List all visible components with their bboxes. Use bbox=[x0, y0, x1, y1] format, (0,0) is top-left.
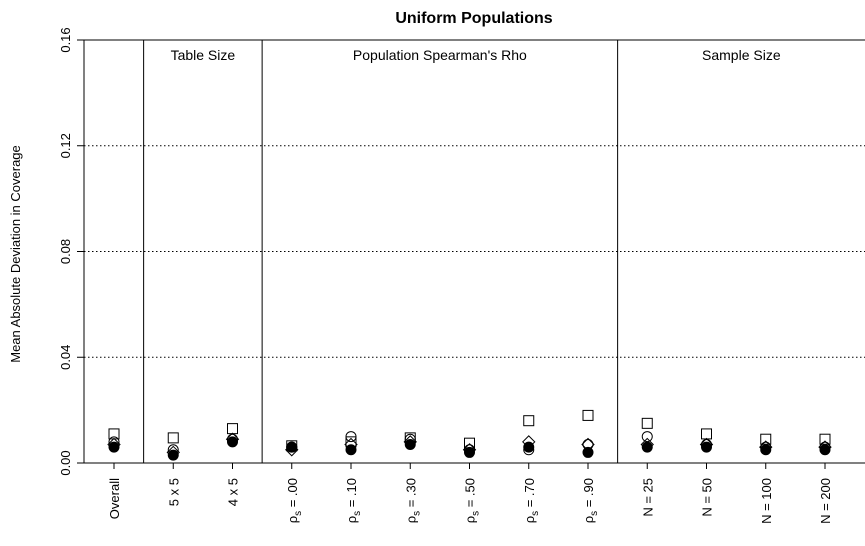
x-tick-label: N = 25 bbox=[640, 478, 655, 517]
data-point-filled-circle bbox=[641, 441, 653, 453]
data-points bbox=[107, 409, 832, 461]
data-point-square bbox=[167, 432, 179, 444]
y-tick-label: 0.16 bbox=[58, 27, 73, 52]
data-point-circle bbox=[345, 431, 357, 443]
group-label: Sample Size bbox=[702, 47, 781, 63]
x-tick-label: ρs = .10 bbox=[344, 478, 363, 523]
y-tick-label: 0.00 bbox=[58, 450, 73, 475]
data-point-filled-circle bbox=[819, 444, 831, 456]
data-point-filled-circle bbox=[701, 441, 712, 453]
chart-title: Uniform Populations bbox=[395, 10, 552, 27]
group-label: Population Spearman's Rho bbox=[353, 47, 527, 63]
y-tick-label: 0.08 bbox=[58, 239, 73, 264]
data-point-filled-circle bbox=[286, 441, 298, 453]
data-point-filled-circle bbox=[760, 444, 772, 456]
y-axis-label: Mean Absolute Deviation in Coverage bbox=[8, 145, 23, 363]
x-tick-label: ρs = .50 bbox=[463, 478, 482, 523]
data-point-square bbox=[582, 409, 594, 421]
data-point-square bbox=[760, 433, 772, 445]
data-point-square bbox=[227, 423, 238, 435]
x-tick-label: ρs = .00 bbox=[285, 478, 304, 523]
data-point-filled-circle bbox=[404, 438, 416, 450]
x-tick-label: 4 x 5 bbox=[226, 478, 241, 506]
x-tick-label: ρs = .70 bbox=[522, 478, 541, 523]
y-axis: 0.00 0.04 0.08 0.12 0.16 bbox=[58, 27, 84, 476]
x-axis: Overall 5 x 5 4 x 5 ρs = .00 ρs = .10 ρs = .3… bbox=[107, 463, 833, 524]
data-point-square bbox=[108, 428, 120, 440]
x-tick-label: 5 x 5 bbox=[166, 478, 181, 506]
y-tick-label: 0.04 bbox=[58, 345, 73, 370]
x-tick-label: N = 200 bbox=[818, 478, 833, 524]
group-labels: Table Size Population Spearman's Rho Sampl… bbox=[143, 40, 781, 463]
data-point-square bbox=[701, 428, 712, 440]
gridlines bbox=[84, 145, 865, 358]
data-point-filled-circle bbox=[464, 446, 475, 458]
data-point-filled-circle bbox=[227, 436, 238, 448]
data-point-filled-circle bbox=[582, 446, 594, 458]
y-tick-label: 0.12 bbox=[58, 133, 73, 158]
data-point-filled-circle bbox=[167, 449, 179, 461]
data-point-square bbox=[641, 417, 653, 429]
data-point-square bbox=[819, 433, 831, 445]
group-label: Table Size bbox=[171, 47, 236, 63]
x-tick-label: N = 100 bbox=[759, 478, 774, 524]
x-tick-label: Overall bbox=[107, 478, 122, 519]
x-tick-label: ρs = .30 bbox=[403, 478, 422, 523]
data-point-circle bbox=[641, 431, 653, 443]
data-point-filled-circle bbox=[345, 444, 357, 456]
data-point-filled-circle bbox=[523, 441, 535, 453]
data-point-square bbox=[523, 415, 535, 427]
data-point-filled-circle bbox=[108, 441, 120, 453]
x-tick-label: N = 50 bbox=[700, 478, 715, 517]
x-tick-label: ρs = .90 bbox=[581, 478, 600, 523]
